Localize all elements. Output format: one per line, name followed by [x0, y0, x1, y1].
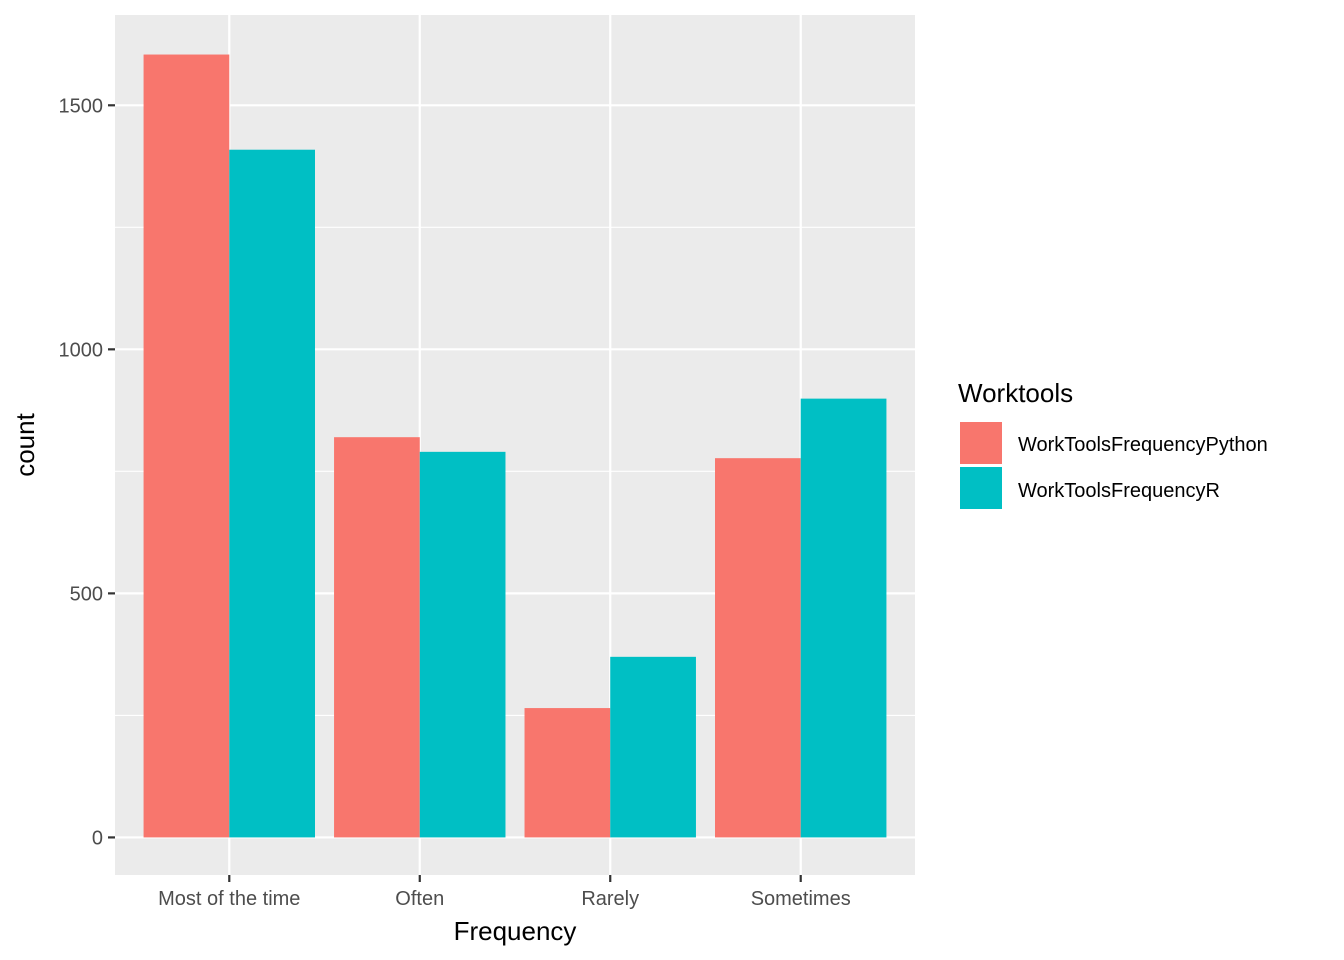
bar: [229, 149, 315, 838]
legend-key-python: [960, 422, 1002, 464]
bar: [143, 54, 230, 838]
x-tick-label: Rarely: [581, 888, 639, 910]
legend-label-python: WorkToolsFrequencyPython: [1018, 434, 1268, 456]
bar: [524, 708, 611, 838]
y-axis-title: count: [10, 412, 40, 476]
x-axis-title: Frequency: [454, 916, 577, 946]
x-tick-label: Most of the time: [158, 888, 300, 910]
x-tick-label: Sometimes: [751, 888, 851, 910]
y-tick-label: 1500: [59, 95, 104, 117]
legend-title: Worktools: [958, 378, 1073, 408]
legend-key-r: [960, 467, 1002, 509]
y-tick-label: 0: [92, 827, 103, 849]
x-tick-label: Often: [395, 888, 444, 910]
bars: [143, 54, 887, 838]
bar: [334, 437, 420, 838]
x-axis: Most of the time Often Rarely Sometimes: [158, 875, 851, 910]
y-tick-label: 1000: [59, 339, 104, 361]
legend: Worktools WorkToolsFrequencyPython WorkT…: [958, 378, 1268, 509]
bar: [610, 656, 696, 838]
bar: [419, 451, 506, 838]
bar: [715, 458, 801, 838]
bar: [800, 398, 887, 838]
legend-label-r: WorkToolsFrequencyR: [1018, 480, 1220, 502]
y-axis: 0 500 1000 1500: [59, 95, 115, 849]
y-tick-label: 500: [70, 583, 103, 605]
